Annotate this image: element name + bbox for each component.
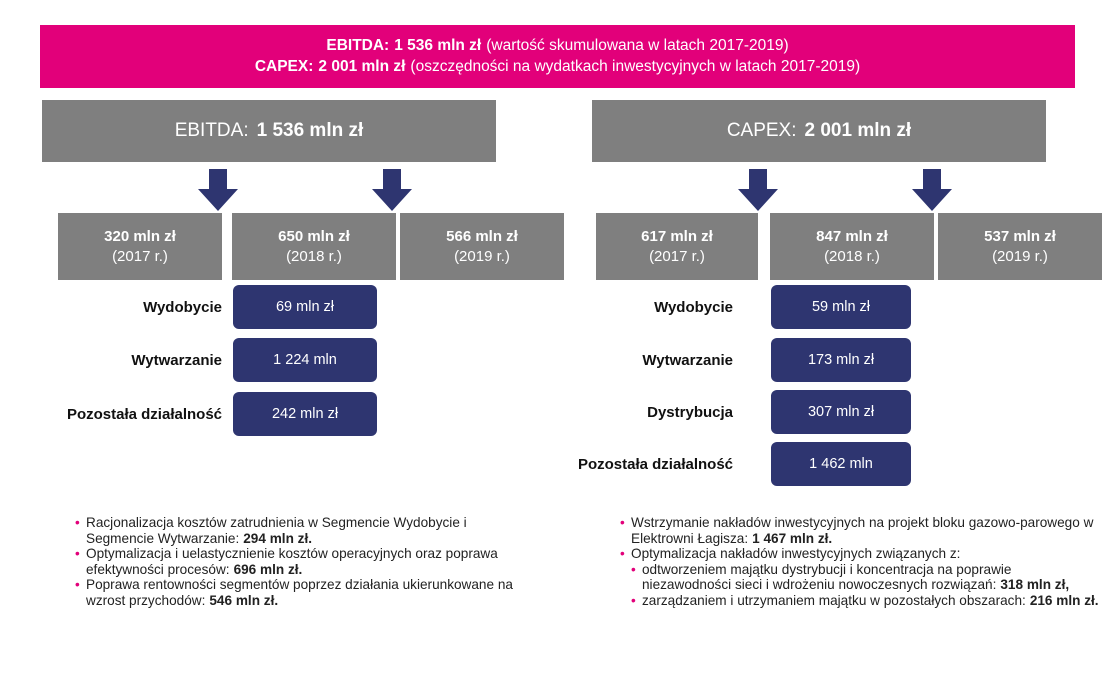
banner-amount: 1 536 mln zł <box>394 37 482 54</box>
banner-amount: 2 001 mln zł <box>318 58 406 75</box>
bullet-text: Optymalizacja nakładów inwestycyjnych zw… <box>631 546 961 561</box>
bullet-text: odtworzeniem majątku dystrybucji i konce… <box>642 561 1012 593</box>
year-label: (2017 r.) <box>112 248 168 265</box>
segment-name: Pozostała działalność <box>66 405 222 423</box>
panel-header: EBITDA: 1 536 mln zł <box>42 100 496 162</box>
banner-note: (oszczędności na wydatkach inwestycyjnyc… <box>410 58 861 75</box>
header-amount: 2 001 mln zł <box>804 120 912 141</box>
year-box: 650 mln zł (2018 r.) <box>232 213 396 280</box>
year-amount: 650 mln zł <box>278 228 350 245</box>
segment-value: 59 mln zł <box>771 285 911 329</box>
year-amount: 537 mln zł <box>984 228 1056 245</box>
segment-value: 1 462 mln <box>771 442 911 486</box>
banner-note: (wartość skumulowana w latach 2017-2019) <box>486 37 789 54</box>
year-label: (2017 r.) <box>649 248 705 265</box>
year-label: (2019 r.) <box>992 248 1048 265</box>
bullets: Racjonalizacja kosztów zatrudnienia w Se… <box>75 515 535 608</box>
sub-bullet: zarządzaniem i utrzymaniem majątku w poz… <box>631 593 1100 609</box>
segment-name: Wydobycie <box>143 298 222 316</box>
bullets: Wstrzymanie nakładów inwestycyjnych na p… <box>620 515 1100 608</box>
banner-label: EBITDA: <box>326 37 390 54</box>
bullet-amount: 294 mln zł. <box>243 530 313 546</box>
bullet-amount: 546 mln zł. <box>209 592 279 608</box>
panel-header: CAPEX: 2 001 mln zł <box>592 100 1046 162</box>
segment-value: 173 mln zł <box>771 338 911 382</box>
year-label: (2018 r.) <box>286 248 342 265</box>
header-label: EBITDA: <box>174 120 249 141</box>
year-amount: 847 mln zł <box>816 228 888 245</box>
header-label: CAPEX: <box>726 120 797 141</box>
year-box: 566 mln zł (2019 r.) <box>400 213 564 280</box>
bullet-text: Poprawa rentowności segmentów poprzez dz… <box>86 577 513 608</box>
banner: EBITDA: 1 536 mln zł (wartość skumulowana … <box>40 25 1075 88</box>
segment-name: Wydobycie <box>654 298 733 316</box>
year-amount: 320 mln zł <box>104 228 176 245</box>
arrow <box>912 169 952 211</box>
year-amount: 566 mln zł <box>446 228 518 245</box>
arrow <box>738 169 778 211</box>
bullet-amount: 696 mln zł. <box>233 561 303 577</box>
year-box: 847 mln zł (2018 r.) <box>770 213 934 280</box>
segment-value: 69 mln zł <box>233 285 377 329</box>
bullet: Optymalizacja nakładów inwestycyjnych zw… <box>620 546 1100 608</box>
bullet: Optymalizacja i uelastycznienie kosztów … <box>75 546 535 577</box>
year-label: (2018 r.) <box>824 248 880 265</box>
sub-bullet: odtworzeniem majątku dystrybucji i konce… <box>631 562 1100 593</box>
header-amount: 1 536 mln zł <box>256 120 364 141</box>
bullet-list: Wstrzymanie nakładów inwestycyjnych na p… <box>620 515 1100 608</box>
bullet-text: Optymalizacja i uelastycznienie kosztów … <box>86 546 498 577</box>
bullet-text: zarządzaniem i utrzymaniem majątku w poz… <box>642 592 1026 608</box>
year-label: (2019 r.) <box>454 248 510 265</box>
segment-name: Dystrybucja <box>647 403 733 421</box>
bullet-amount: 1 467 mln zł. <box>752 530 833 546</box>
segment-name: Wytwarzanie <box>131 351 222 369</box>
banner-line: EBITDA: 1 536 mln zł (wartość skumulowana … <box>40 35 1075 56</box>
bullet-amount: 216 mln zł. <box>1029 592 1099 608</box>
bullet: Wstrzymanie nakładów inwestycyjnych na p… <box>620 515 1100 546</box>
bullet: Racjonalizacja kosztów zatrudnienia w Se… <box>75 515 535 546</box>
year-box: 617 mln zł (2017 r.) <box>596 213 758 280</box>
bullet: Poprawa rentowności segmentów poprzez dz… <box>75 577 535 608</box>
segment-name: Wytwarzanie <box>642 351 733 369</box>
year-box: 320 mln zł (2017 r.) <box>58 213 222 280</box>
bullet-text: Racjonalizacja kosztów zatrudnienia w Se… <box>86 515 467 546</box>
segment-value: 242 mln zł <box>233 392 377 436</box>
bullet-text: Wstrzymanie nakładów inwestycyjnych na p… <box>631 515 1094 546</box>
bullet-amount: 318 mln zł, <box>1000 577 1070 592</box>
year-box: 537 mln zł (2019 r.) <box>938 213 1102 280</box>
bullet-list: Racjonalizacja kosztów zatrudnienia w Se… <box>75 515 535 608</box>
segment-value: 1 224 mln <box>233 338 377 382</box>
sub-bullets: odtworzeniem majątku dystrybucji i konce… <box>631 562 1100 609</box>
banner-line: CAPEX: 2 001 mln zł (oszczędności na wydat… <box>40 56 1075 77</box>
segment-name: Pozostała działalność <box>577 455 733 473</box>
banner-label: CAPEX: <box>254 58 314 75</box>
segment-value: 307 mln zł <box>771 390 911 434</box>
arrow <box>198 169 238 211</box>
arrow <box>372 169 412 211</box>
year-amount: 617 mln zł <box>641 228 713 245</box>
